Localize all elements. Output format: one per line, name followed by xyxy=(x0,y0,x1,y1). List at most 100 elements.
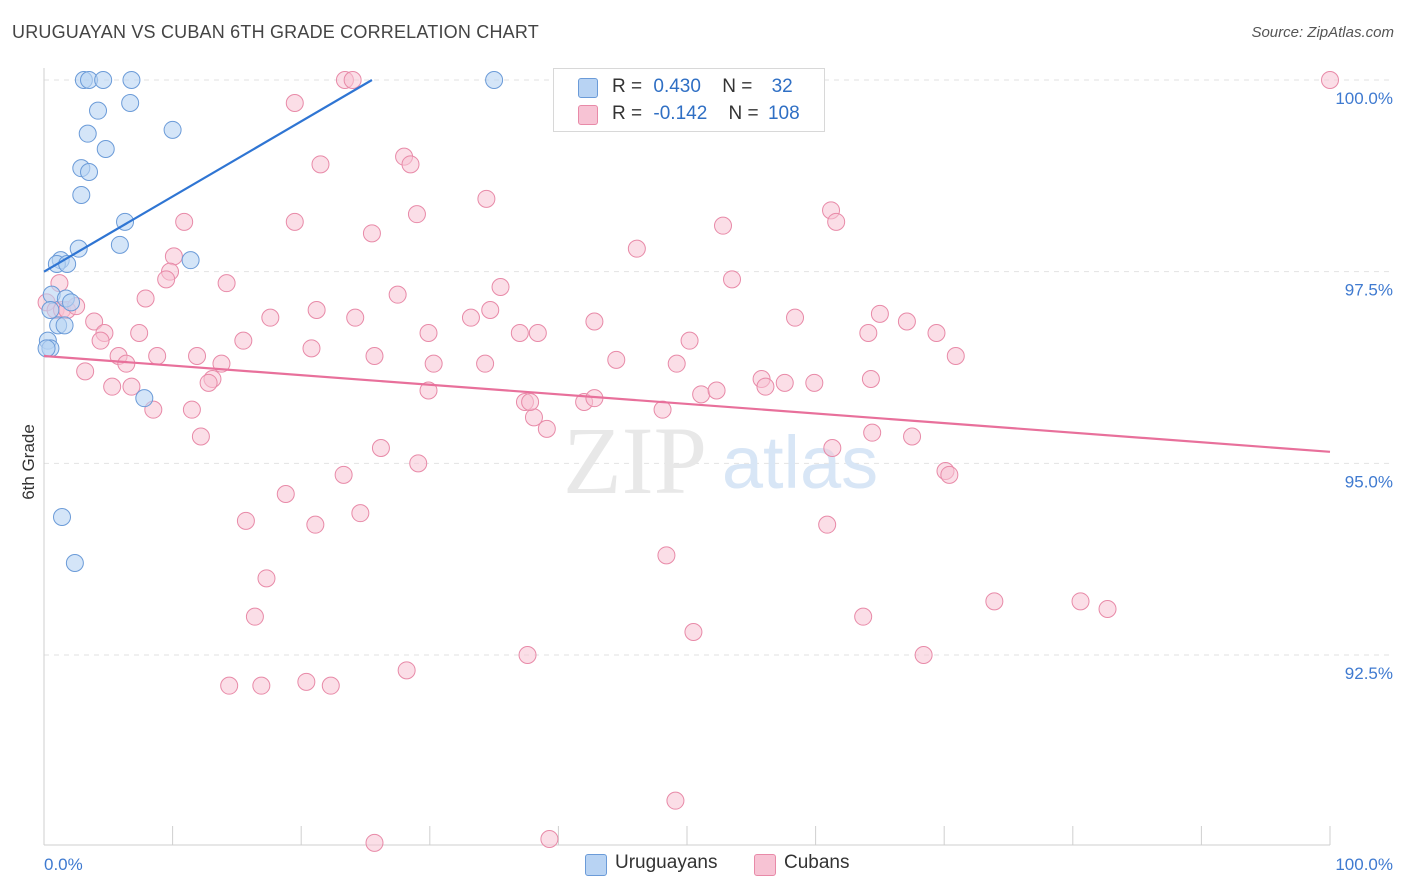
y-tick-label: 92.5% xyxy=(1345,664,1393,683)
uruguayans-point xyxy=(41,301,60,319)
y-tick-label: 100.0% xyxy=(1335,89,1393,108)
cubans-point xyxy=(245,607,264,626)
cubans-point xyxy=(191,427,210,446)
cubans-point xyxy=(585,312,604,331)
cubans-point xyxy=(537,419,556,438)
cubans-point xyxy=(627,239,646,258)
cubans-point xyxy=(311,155,330,174)
legend-r-value: 0.430 xyxy=(653,76,701,97)
x-tick-label: 100.0% xyxy=(1335,855,1393,874)
cubans-point xyxy=(684,623,703,641)
cubans-point xyxy=(756,377,775,396)
cubans-point xyxy=(217,274,236,293)
cubans-point xyxy=(321,676,340,695)
cubans-point xyxy=(657,546,676,565)
legend-r-label: R = xyxy=(612,76,643,97)
cubans-point xyxy=(863,423,882,442)
uruguayans-trend-line xyxy=(43,79,373,273)
cubans-point xyxy=(607,350,626,369)
cubans-point xyxy=(409,454,428,473)
axes xyxy=(43,68,1331,846)
cubans-point xyxy=(521,393,540,411)
uruguayans-point xyxy=(163,120,182,139)
cubans-point xyxy=(164,247,183,266)
legend-n-label: N = xyxy=(728,103,759,124)
cubans-point xyxy=(692,385,711,404)
cubans-point xyxy=(276,485,295,503)
cubans-point xyxy=(940,465,959,484)
cubans-point xyxy=(540,830,559,848)
bottom-legend-swatch-blue xyxy=(585,854,607,876)
cubans-point xyxy=(371,439,390,457)
cubans-point xyxy=(252,676,271,695)
cubans-point xyxy=(1071,592,1090,611)
gridlines xyxy=(44,79,1390,656)
cubans-point xyxy=(261,308,280,327)
cubans-point xyxy=(365,833,384,852)
uruguayans-point xyxy=(55,316,74,335)
cubans-point xyxy=(397,661,416,680)
cubans-point xyxy=(122,377,141,396)
legend-n-value: 32 xyxy=(771,76,793,97)
cubans-point xyxy=(334,465,353,484)
uruguayans-point xyxy=(485,71,504,89)
cubans-point xyxy=(148,347,167,365)
cubans-point xyxy=(199,373,218,392)
cubans-point xyxy=(1321,71,1339,89)
y-axis-title: 6th Grade xyxy=(19,424,38,500)
uruguayans-point xyxy=(110,235,129,254)
axis-labels: 92.5% 95.0% 97.5% 100.0% 0.0% 100.0% xyxy=(44,89,1393,874)
cubans-point xyxy=(461,308,480,327)
cubans-point xyxy=(914,646,933,664)
cubans-point xyxy=(175,212,194,231)
cubans-point xyxy=(653,400,672,419)
cubans-point xyxy=(285,94,304,112)
cubans-trend-line xyxy=(43,354,1331,453)
uruguayans-point xyxy=(80,163,99,181)
cubans-point xyxy=(518,646,537,664)
y-tick-label: 97.5% xyxy=(1345,281,1393,300)
cubans-point xyxy=(827,212,846,231)
uruguayans-point xyxy=(78,124,97,143)
cubans-point xyxy=(285,212,304,231)
cubans-point xyxy=(903,427,922,446)
cubans-point xyxy=(157,270,176,289)
cubans-point xyxy=(407,205,426,224)
watermark-zip: ZIP xyxy=(563,407,707,514)
cubans-point xyxy=(365,347,384,365)
cubans-point xyxy=(306,515,325,534)
cubans-point xyxy=(1098,600,1117,618)
cubans-point xyxy=(401,155,420,174)
cubans-point xyxy=(220,676,239,695)
cubans-point xyxy=(297,672,316,691)
cubans-point xyxy=(351,504,370,523)
uruguayans-point xyxy=(121,94,140,112)
cubans-point xyxy=(257,569,276,588)
cubans-point xyxy=(897,312,916,331)
uruguayans-points xyxy=(37,71,504,572)
watermark-atlas: atlas xyxy=(722,421,878,504)
legend-n-value: 108 xyxy=(767,103,800,124)
cubans-point xyxy=(346,308,365,327)
cubans-point xyxy=(477,189,496,208)
cubans-point xyxy=(510,324,529,342)
legend-swatch-pink xyxy=(578,105,598,125)
cubans-point xyxy=(524,408,543,427)
cubans-point xyxy=(985,592,1004,611)
cubans-point xyxy=(419,381,438,400)
cubans-point xyxy=(666,791,685,810)
cubans-point xyxy=(236,511,255,530)
cubans-point xyxy=(861,370,880,388)
bottom-legend-label: Uruguayans xyxy=(615,852,718,873)
cubans-points xyxy=(37,71,1339,852)
legend-r-label: R = xyxy=(612,103,643,124)
cubans-point xyxy=(859,324,878,342)
cubans-point xyxy=(103,377,122,396)
cubans-point xyxy=(667,354,686,373)
uruguayans-point xyxy=(181,251,200,270)
trend-lines xyxy=(43,79,1331,453)
uruguayans-point xyxy=(65,554,84,572)
cubans-point xyxy=(424,354,443,373)
cubans-point xyxy=(854,607,873,626)
